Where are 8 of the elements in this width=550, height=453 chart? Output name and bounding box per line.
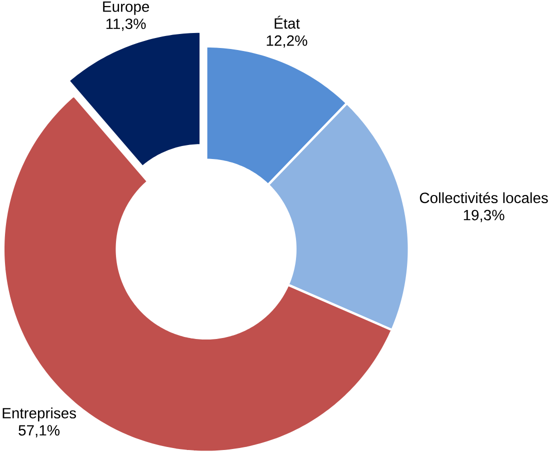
slice-label: Collectivités locales bbox=[420, 192, 548, 204]
slice-label: État bbox=[274, 16, 300, 29]
data-label: 19,3% bbox=[464, 210, 504, 222]
data-label: 11,3% bbox=[106, 18, 146, 31]
slice-label: Europe bbox=[103, 2, 150, 15]
data-label: 57,1% bbox=[18, 425, 60, 438]
data-label: 12,2% bbox=[266, 35, 308, 48]
slice-label: Entreprises bbox=[2, 407, 76, 422]
